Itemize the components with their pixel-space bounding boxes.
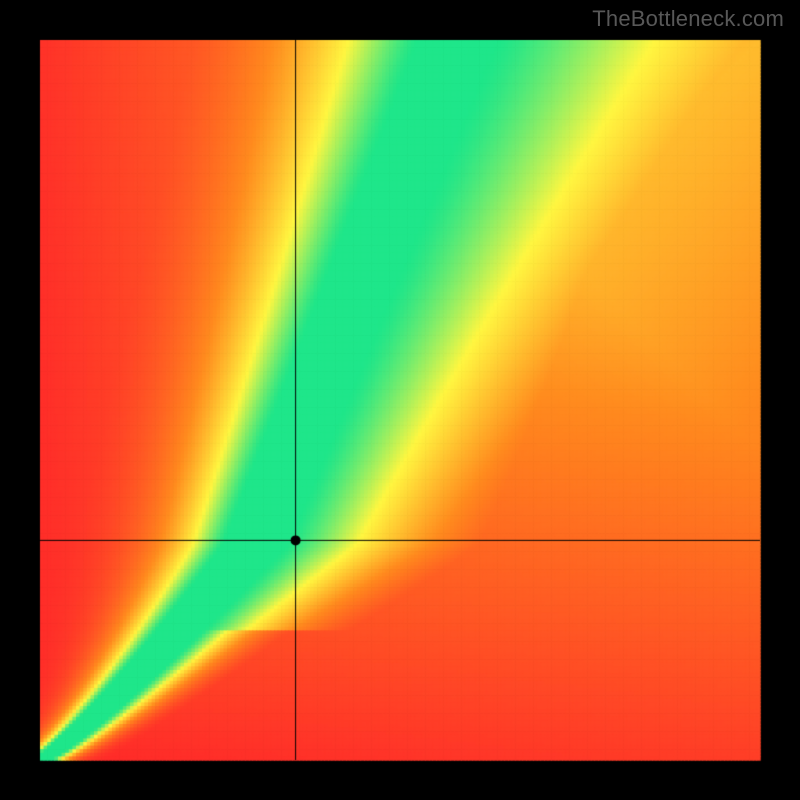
watermark-text: TheBottleneck.com [592,6,784,32]
heatmap-canvas [0,0,800,800]
chart-container: TheBottleneck.com [0,0,800,800]
